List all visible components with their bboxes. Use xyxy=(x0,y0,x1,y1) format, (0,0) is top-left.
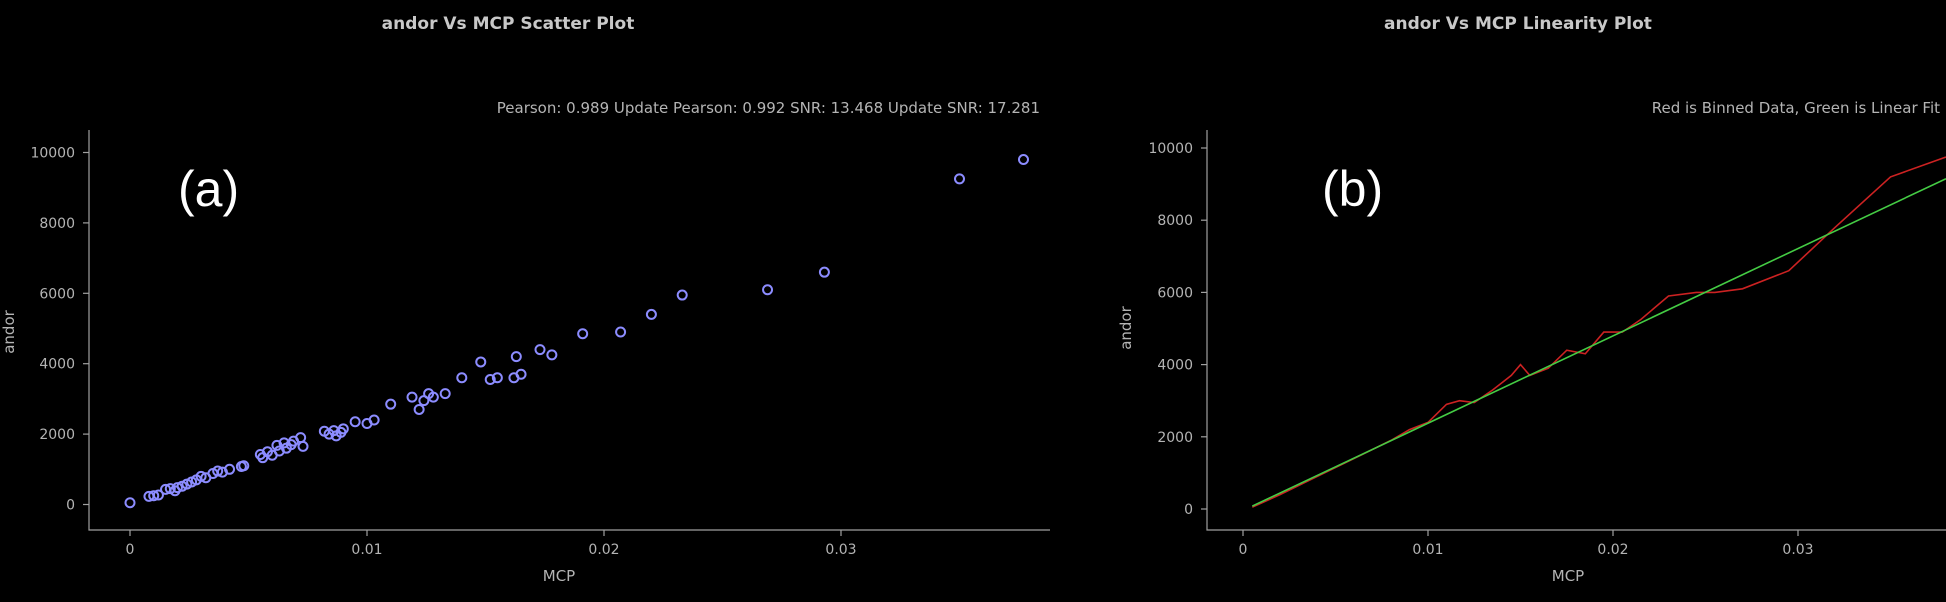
linearity-y-tick-label: 6000 xyxy=(1157,285,1193,301)
linearity-x-tick-label: 0.03 xyxy=(1782,542,1813,558)
scatter-point xyxy=(577,328,589,340)
panel-label-b: (b) xyxy=(1322,161,1383,217)
scatter-point xyxy=(1017,154,1029,166)
linearity-x-ticks: 0 0.01 0.02 0.03 xyxy=(1239,530,1814,558)
scatter-point xyxy=(212,465,224,477)
linearity-y-tick-label: 8000 xyxy=(1157,213,1193,229)
scatter-y-axis-label: andor xyxy=(0,309,18,353)
panel-label-a: (a) xyxy=(178,161,239,217)
scatter-title: andor Vs MCP Scatter Plot xyxy=(382,14,635,34)
scatter-point xyxy=(124,497,136,509)
scatter-point xyxy=(368,414,380,426)
scatter-y-tick-label: 6000 xyxy=(39,286,75,302)
scatter-point xyxy=(427,391,439,403)
scatter-x-tick-label: 0.03 xyxy=(825,542,856,558)
scatter-point xyxy=(152,489,164,501)
scatter-y-tick-label: 0 xyxy=(66,498,75,514)
scatter-points xyxy=(124,154,1029,509)
scatter-point xyxy=(406,391,418,403)
scatter-point xyxy=(171,482,183,494)
scatter-point xyxy=(297,440,309,452)
scatter-x-ticks: 0 0.01 0.02 0.03 xyxy=(126,530,857,558)
linearity-y-tick-label: 4000 xyxy=(1157,358,1193,374)
scatter-point xyxy=(546,349,558,361)
scatter-axis-frame xyxy=(88,130,1050,531)
linear-fit-line xyxy=(1251,177,1946,507)
scatter-point xyxy=(224,463,236,475)
linearity-y-ticks: 0 2000 4000 6000 8000 10000 xyxy=(1148,141,1207,518)
scatter-y-ticks: 0 2000 4000 6000 8000 10000 xyxy=(30,146,89,514)
linearity-y-tick-label: 2000 xyxy=(1157,430,1193,446)
scatter-panel: andor Vs MCP Scatter Plot Pearson: 0.989… xyxy=(0,14,1050,585)
linearity-y-tick-label: 0 xyxy=(1184,502,1193,518)
scatter-point xyxy=(238,460,250,472)
linearity-x-tick-label: 0 xyxy=(1239,542,1248,558)
scatter-subtitle: Pearson: 0.989 Update Pearson: 0.992 SNR… xyxy=(497,99,1040,117)
scatter-point xyxy=(195,470,207,482)
scatter-point xyxy=(515,368,527,380)
linearity-x-tick-label: 0.01 xyxy=(1412,542,1443,558)
scatter-point xyxy=(456,372,468,384)
scatter-point xyxy=(475,356,487,368)
linearity-x-axis-label: MCP xyxy=(1552,567,1584,585)
linearity-title: andor Vs MCP Linearity Plot xyxy=(1384,14,1652,34)
scatter-y-tick-label: 4000 xyxy=(39,357,75,373)
scatter-x-tick-label: 0 xyxy=(126,542,135,558)
linearity-lines xyxy=(1251,156,1946,508)
linearity-subtitle: Red is Binned Data, Green is Linear Fit xyxy=(1652,99,1940,117)
scatter-point xyxy=(645,308,657,320)
binned-data-line xyxy=(1251,156,1946,508)
scatter-x-axis-label: MCP xyxy=(543,567,575,585)
scatter-point xyxy=(676,289,688,301)
scatter-point xyxy=(337,423,349,435)
scatter-point xyxy=(954,173,965,185)
linearity-axis-frame xyxy=(1206,130,1946,531)
scatter-y-tick-label: 10000 xyxy=(30,146,75,162)
scatter-point xyxy=(534,344,546,356)
scatter-point xyxy=(439,388,451,400)
scatter-point xyxy=(349,416,361,428)
scatter-point xyxy=(510,351,522,363)
scatter-point xyxy=(148,490,160,502)
linearity-y-axis-label: andor xyxy=(1117,305,1135,349)
scatter-point xyxy=(762,284,774,296)
scatter-point xyxy=(271,439,283,451)
scatter-point xyxy=(615,326,627,338)
scatter-point xyxy=(413,403,425,415)
scatter-point xyxy=(818,266,830,278)
linearity-x-tick-label: 0.02 xyxy=(1597,542,1628,558)
scatter-x-tick-label: 0.02 xyxy=(588,542,619,558)
linearity-panel: andor Vs MCP Linearity Plot Red is Binne… xyxy=(1117,14,1946,585)
scatter-point xyxy=(491,372,503,384)
scatter-y-tick-label: 8000 xyxy=(39,216,75,232)
scatter-y-tick-label: 2000 xyxy=(39,427,75,443)
scatter-x-tick-label: 0.01 xyxy=(351,542,382,558)
scatter-point xyxy=(484,374,496,386)
linearity-y-tick-label: 10000 xyxy=(1148,141,1193,157)
scatter-point xyxy=(385,398,397,410)
